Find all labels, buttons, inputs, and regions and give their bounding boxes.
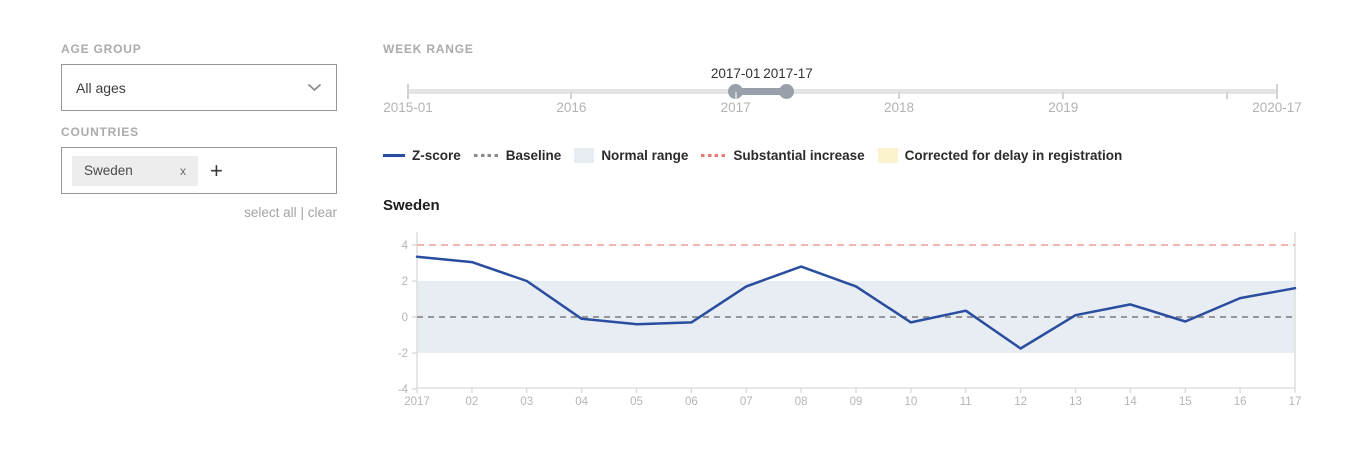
slider-tick-label: 2017 bbox=[720, 100, 751, 115]
week-range-slider: 2017-01 2017-17 2015-01 2016 2017 2018 2019 2… bbox=[383, 42, 1313, 122]
y-tick-label: 2 bbox=[402, 276, 408, 288]
y-tick-label: 0 bbox=[402, 312, 408, 324]
slider-tick bbox=[570, 92, 573, 99]
substantial-increase-swatch bbox=[701, 154, 727, 157]
filter-panel: AGE GROUP All ages COUNTRIES Sweden x + … bbox=[61, 42, 337, 220]
slider-tick-label: 2019 bbox=[1048, 100, 1079, 115]
x-tick-label: 10 bbox=[904, 396, 917, 408]
countries-label: COUNTRIES bbox=[61, 125, 139, 139]
legend-label: Z-score bbox=[412, 148, 461, 163]
slider-tick-label: 2020-17 bbox=[1252, 100, 1302, 115]
x-tick-label: 13 bbox=[1069, 396, 1082, 408]
legend-item-corrected: Corrected for delay in registration bbox=[877, 148, 1123, 163]
links-divider: | bbox=[300, 205, 304, 220]
x-tick-label: 04 bbox=[575, 396, 588, 408]
age-group-value: All ages bbox=[76, 79, 126, 96]
slider-tick bbox=[1225, 92, 1228, 99]
slider-handle-start-label: 2017-01 bbox=[710, 66, 761, 81]
clear-link[interactable]: clear bbox=[307, 205, 337, 220]
slider-handle-end[interactable] bbox=[778, 84, 794, 99]
slider-tick-label: 2015-01 bbox=[383, 100, 433, 115]
chart-title: Sweden bbox=[383, 197, 440, 214]
normal-range-swatch bbox=[574, 148, 595, 163]
slider-tick bbox=[1276, 84, 1278, 99]
x-tick-label: 08 bbox=[795, 396, 808, 408]
legend-label: Normal range bbox=[601, 148, 689, 163]
normal-range-band bbox=[417, 281, 1295, 353]
x-tick-label: 07 bbox=[740, 396, 753, 408]
country-tag-label: Sweden bbox=[84, 163, 133, 178]
slider-tick bbox=[1062, 92, 1065, 99]
main-content: WEEK RANGE 2017-01 2017-17 2015-01 2016 20… bbox=[383, 42, 1313, 442]
x-tick-label: 15 bbox=[1179, 396, 1192, 408]
x-tick-label: 02 bbox=[465, 396, 478, 408]
legend-label: Corrected for delay in registration bbox=[904, 148, 1123, 163]
country-tag-sweden: Sweden x bbox=[72, 155, 198, 186]
slider-track[interactable] bbox=[408, 89, 1277, 94]
slider-tick-label: 2018 bbox=[883, 100, 915, 115]
x-tick-label: 2017 bbox=[404, 396, 430, 408]
y-tick-label: -2 bbox=[398, 348, 408, 360]
corrected-delay-swatch bbox=[877, 148, 898, 163]
y-tick-label: -4 bbox=[398, 384, 409, 396]
legend-item-baseline: Baseline bbox=[473, 148, 562, 163]
zscore-line-swatch bbox=[383, 154, 405, 157]
y-tick-label: 4 bbox=[402, 240, 409, 252]
countries-actions: select all | clear bbox=[61, 205, 337, 220]
week-range-label: WEEK RANGE bbox=[383, 42, 474, 56]
x-tick-label: 17 bbox=[1289, 396, 1302, 408]
legend-label: Baseline bbox=[505, 148, 562, 163]
x-tick-label: 06 bbox=[685, 396, 698, 408]
slider-handle-start[interactable] bbox=[728, 84, 744, 99]
x-tick-label: 12 bbox=[1014, 396, 1027, 408]
legend-item-substantial-increase: Substantial increase bbox=[701, 148, 865, 163]
slider-selected-range[interactable] bbox=[735, 88, 786, 95]
slider-tick bbox=[897, 92, 900, 99]
chart-legend: Z-score Baseline Normal range Substantia… bbox=[383, 148, 1122, 163]
x-tick-label: 09 bbox=[850, 396, 863, 408]
remove-tag-icon[interactable]: x bbox=[180, 163, 186, 178]
x-tick-label: 14 bbox=[1124, 396, 1137, 408]
add-country-button[interactable]: + bbox=[210, 157, 223, 183]
legend-item-zscore: Z-score bbox=[383, 148, 461, 163]
x-tick-label: 16 bbox=[1234, 396, 1247, 408]
slider-tick bbox=[407, 84, 409, 99]
select-all-link[interactable]: select all bbox=[244, 205, 297, 220]
x-tick-label: 11 bbox=[960, 396, 972, 408]
x-tick-label: 05 bbox=[630, 396, 643, 408]
legend-label: Substantial increase bbox=[733, 148, 865, 163]
slider-tick-label: 2016 bbox=[556, 100, 587, 115]
zscore-line bbox=[415, 255, 1297, 350]
chevron-down-icon bbox=[307, 79, 322, 97]
baseline-dotted-swatch bbox=[473, 154, 499, 157]
slider-handle-end-label: 2017-17 bbox=[763, 66, 813, 81]
age-group-select[interactable]: All ages bbox=[61, 64, 337, 111]
x-tick-label: 03 bbox=[520, 396, 533, 408]
slider-tick bbox=[734, 92, 737, 99]
countries-multiselect[interactable]: Sweden x + bbox=[61, 147, 337, 194]
legend-item-normal-range: Normal range bbox=[574, 148, 688, 163]
age-group-label: AGE GROUP bbox=[61, 42, 142, 56]
